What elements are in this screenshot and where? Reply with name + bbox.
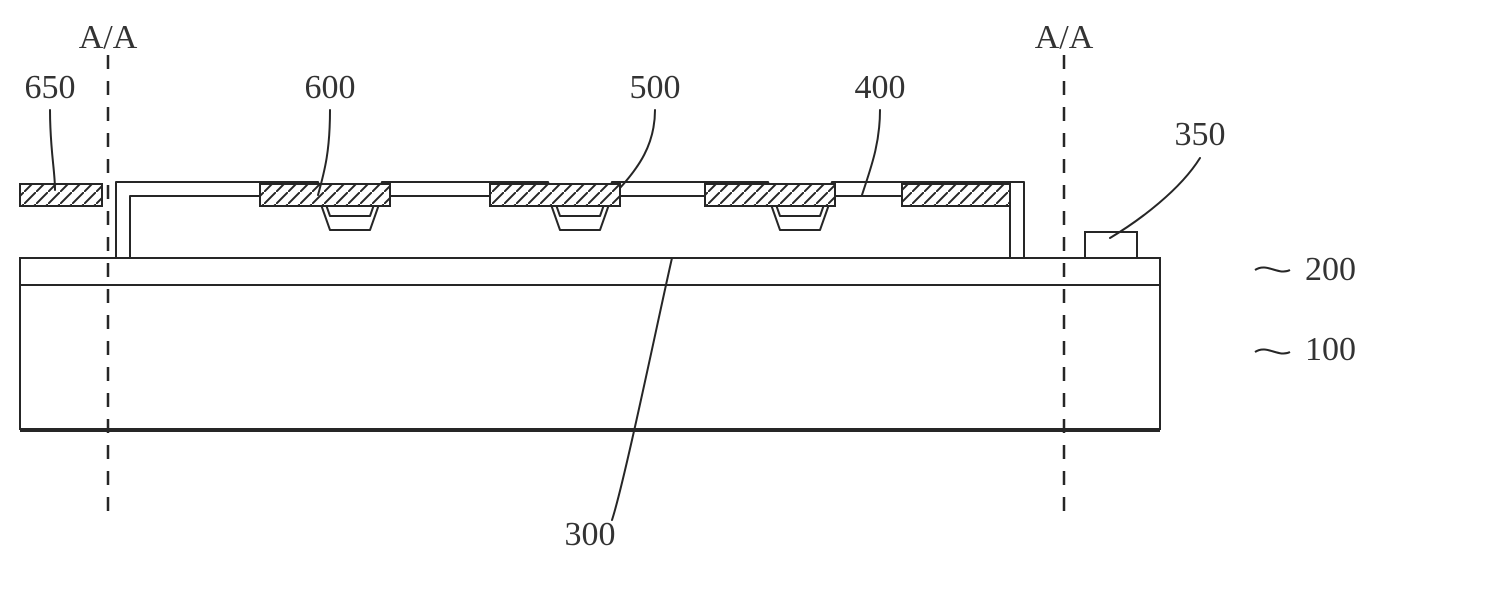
electrode-600 xyxy=(490,184,620,206)
label-L200: 200 xyxy=(1305,251,1356,288)
label-L300: 300 xyxy=(565,516,616,553)
electrode-600 xyxy=(902,184,1010,206)
layer-100 xyxy=(20,285,1160,430)
label-AA_left: A/A xyxy=(79,19,138,56)
label-L400: 400 xyxy=(855,69,906,106)
label-L500: 500 xyxy=(630,69,681,106)
label-L600: 600 xyxy=(305,69,356,106)
layer-200 xyxy=(20,258,1160,285)
label-L100: 100 xyxy=(1305,331,1356,368)
pad-650 xyxy=(20,184,102,206)
bump-350 xyxy=(1085,232,1137,258)
label-L650: 650 xyxy=(25,69,76,106)
label-AA_right: A/A xyxy=(1035,19,1094,56)
label-L350: 350 xyxy=(1175,116,1226,153)
electrode-600 xyxy=(705,184,835,206)
electrode-600 xyxy=(260,184,390,206)
